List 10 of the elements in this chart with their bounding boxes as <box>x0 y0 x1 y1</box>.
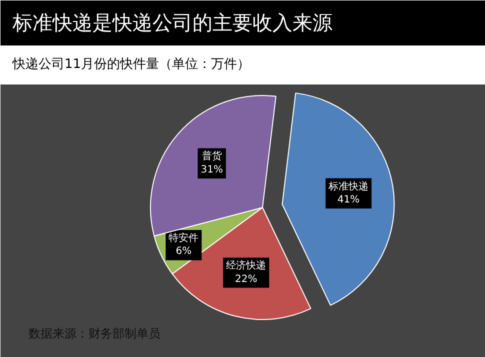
slice-label: 经济快递 <box>226 260 266 272</box>
chart-title: 标准快递是快递公司的主要收入来源 <box>12 10 332 34</box>
slice-label: 标准快递 <box>328 180 369 192</box>
chart-subtitle: 快递公司11月份的快件量（单位：万件） <box>12 57 250 72</box>
data-label: 6% <box>176 246 192 258</box>
slice-label: 普货 <box>202 150 222 162</box>
data-label: 22% <box>235 274 258 285</box>
slice-label: 特安件 <box>168 232 199 244</box>
data-label: 41% <box>337 194 360 206</box>
data-label: 31% <box>200 164 223 176</box>
